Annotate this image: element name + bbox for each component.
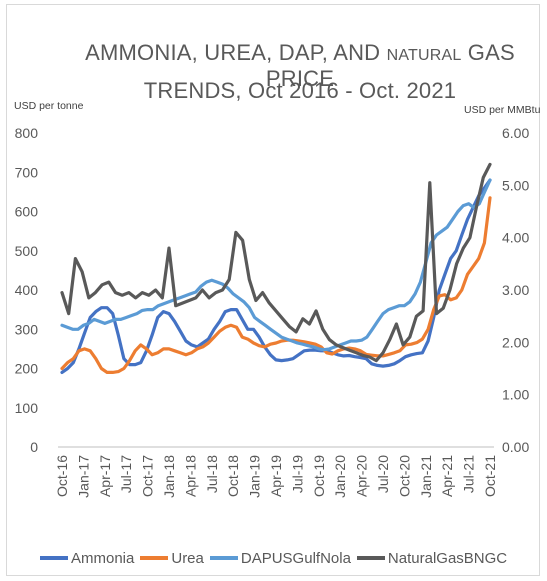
y-left-tick-label: 700: [15, 164, 39, 180]
legend-item-urea: Urea: [140, 550, 204, 567]
x-tick-label: Jul-20: [375, 455, 391, 493]
x-tick-label: Jan-20: [332, 455, 348, 498]
x-tick-label: Jan-19: [247, 455, 263, 498]
x-tick-label: Jul-19: [289, 455, 305, 493]
x-tick-label: Jul-21: [461, 455, 477, 493]
legend-item-ammonia: Ammonia: [40, 550, 134, 567]
y-left-tick-label: 400: [15, 282, 39, 298]
series-line-naturalgasbngc: [60, 162, 492, 363]
x-tick-label: Apr-17: [97, 455, 113, 497]
y-right-tick-label: 5.00: [502, 177, 529, 193]
y-right-tick-label: 3.00: [502, 282, 529, 298]
y-left-tick-label: 200: [15, 361, 39, 377]
y-right-tick-label: 6.00: [502, 125, 529, 141]
series-line-ammonia: [60, 178, 492, 374]
legend-swatch: [356, 556, 385, 560]
y-left-tick-label: 300: [15, 321, 39, 337]
x-tick-label: Apr-18: [182, 455, 198, 497]
legend-label: NaturalGasBNGC: [387, 549, 508, 567]
y-right-tick-label: 2.00: [502, 334, 529, 350]
series-line-dapusgulfnola: [60, 178, 492, 352]
legend-label: DAPUSGulfNola: [240, 549, 351, 567]
x-tick-label: Jul-17: [118, 455, 134, 493]
y-right-tick-label: 1.00: [502, 387, 529, 403]
y-left-tick-label: 800: [15, 125, 39, 141]
legend-swatch: [40, 556, 68, 560]
x-tick-label: Oct-18: [225, 455, 241, 497]
x-tick-label: Jan-18: [161, 455, 177, 498]
title-part-c: GAS PRICE: [265, 40, 515, 91]
x-tick-label: Oct-16: [54, 455, 70, 497]
legend-swatch: [140, 556, 169, 560]
y-left-tick-label: 0: [30, 439, 38, 455]
y-left-tick-label: 500: [15, 243, 39, 259]
title-part-b: NATURAL: [386, 47, 462, 64]
legend-label: Ammonia: [71, 549, 135, 567]
x-tick-label: Oct-21: [482, 455, 498, 497]
y-right-tick-label: 0.00: [502, 439, 529, 455]
y-right-axis-label: USD per MMBtu: [464, 104, 541, 116]
x-tick-label: Apr-21: [439, 455, 455, 497]
y-left-tick-label: 100: [15, 400, 39, 416]
x-tick-label: Jan-21: [418, 455, 434, 498]
x-tick-label: Oct-19: [311, 455, 327, 497]
chart-title-line2: TRENDS, Oct 2016 - Oct. 2021: [143, 78, 457, 103]
title-part-a: AMMONIA, UREA, DAP, AND: [85, 40, 387, 65]
y-left-axis-label: USD per tonne: [14, 100, 84, 112]
x-tick-label: Jan-17: [75, 455, 91, 498]
x-tick-label: Apr-19: [268, 455, 284, 497]
legend-item-naturalgasbngc: NaturalGasBNGC: [356, 549, 508, 567]
chart-title-line1: AMMONIA, UREA, DAP, AND NATURAL GAS PRIC…: [80, 40, 520, 92]
y-left-tick-label: 600: [15, 204, 39, 220]
series-line-urea: [60, 196, 492, 374]
legend-swatch: [209, 556, 238, 560]
y-right-tick-label: 4.00: [502, 230, 529, 246]
x-tick-label: Oct-20: [396, 455, 412, 497]
x-tick-label: Apr-20: [354, 455, 370, 497]
legend-label: Urea: [171, 549, 204, 567]
legend-item-dapusgulfnola: DAPUSGulfNola: [209, 549, 351, 567]
x-tick-label: Jul-18: [204, 455, 220, 493]
x-tick-label: Oct-17: [140, 455, 156, 497]
legend: Ammonia Urea DAPUSGulfNola NaturalGasBNGC: [40, 546, 540, 570]
chart-frame: [6, 4, 540, 576]
